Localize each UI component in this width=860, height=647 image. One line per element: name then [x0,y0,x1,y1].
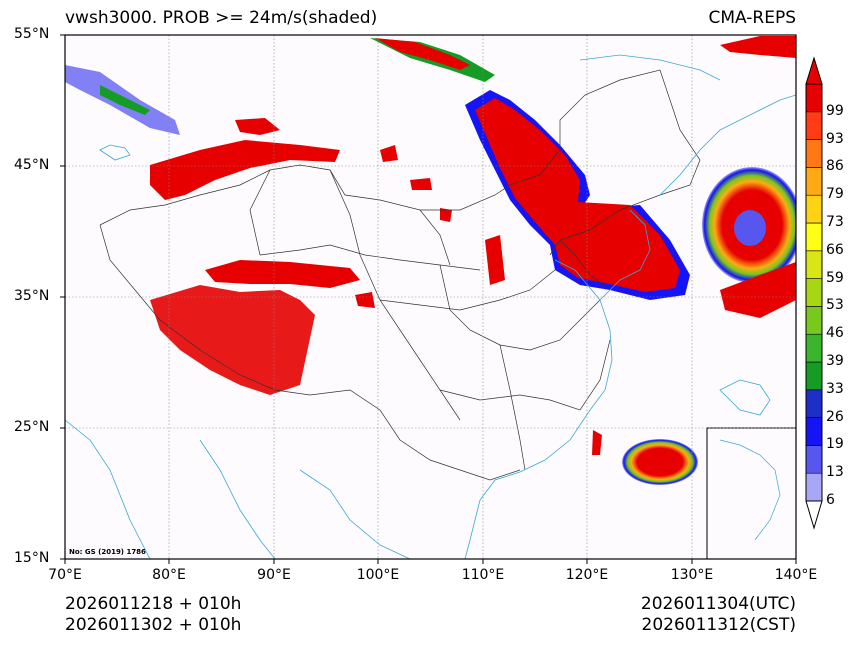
shade-tianshan [150,140,340,200]
colorbar-cell [805,167,823,196]
init-time-cst: 2026011302 + 010h [65,615,242,635]
lat-label-25: 25°N [14,419,50,435]
colorbar-label: 86 [826,158,844,175]
lon-label-70: 70°E [48,567,82,583]
inset-map [706,427,797,560]
colorbar-cell [805,306,823,335]
colorbar-cell [805,194,823,224]
colorbar-label: 26 [826,408,844,425]
colorbar-lower-arrow [805,500,823,530]
colorbar-label: 93 [826,130,844,147]
lon-label-140: 140°E [774,567,818,583]
footer-left: 2026011218 + 010h 2026011302 + 010h [65,594,241,636]
lat-label-15: 15°N [14,550,50,566]
colorbar-cell [805,83,823,113]
map-title: vwsh3000. PROB >= 24m/s(shaded) [65,8,378,28]
colorbar-upper-arrow [805,56,823,85]
gridlines [65,35,796,559]
lat-label-35: 35°N [14,288,50,304]
colorbar-label: 33 [826,380,844,397]
colorbar-cell [805,139,823,168]
colorbar [805,56,823,530]
coastlines [65,54,796,559]
colorbar-frame [805,83,823,502]
probability-shading [65,36,796,485]
lon-label-100: 100°E [356,567,400,583]
colorbar-label: 66 [826,241,844,258]
colorbar-label: 19 [826,436,844,453]
colorbar-cell [805,333,823,363]
colorbar-cell [805,278,823,307]
lon-label-110: 110°E [461,567,505,583]
colorbar-cell [805,361,823,391]
map-credit: No: GS (2019) 1786 [69,548,146,556]
colorbar-label: 6 [826,492,835,508]
colorbar-cell [805,472,823,502]
lon-label-80: 80°E [152,567,186,583]
colorbar-label: 59 [826,269,844,286]
colorbar-cell [805,222,823,252]
shade-ph-sea [622,439,698,485]
colorbar-cell [805,417,823,446]
colorbar-label: 13 [826,464,844,481]
lon-label-120: 120°E [565,567,609,583]
colorbar-cell [805,445,823,474]
colorbar-label: 99 [826,102,844,119]
axis-ticks [60,34,797,564]
footer-right: 2026011304(UTC) 2026011312(CST) [641,594,796,636]
lon-label-90: 90°E [257,567,291,583]
inset-coast [719,439,781,541]
colorbar-cell [805,111,823,140]
colorbar-cell [805,389,823,418]
colorbar-label: 39 [826,353,844,369]
init-time-utc: 2026011218 + 010h [65,594,242,614]
valid-time-cst: 2026011312(CST) [641,615,796,635]
colorbar-cell [805,250,823,279]
valid-time-utc: 2026011304(UTC) [640,594,796,614]
borders [99,69,701,481]
colorbar-label: 53 [826,297,844,314]
colorbar-label: 79 [826,186,844,203]
colorbar-label: 73 [826,214,844,230]
colorbar-label: 46 [826,325,844,342]
lon-label-130: 130°E [670,567,714,583]
lat-label-45: 45°N [14,157,50,173]
shade-northeast-inner [475,98,680,292]
model-name: CMA-REPS [708,8,796,28]
lat-label-55: 55°N [14,26,50,42]
